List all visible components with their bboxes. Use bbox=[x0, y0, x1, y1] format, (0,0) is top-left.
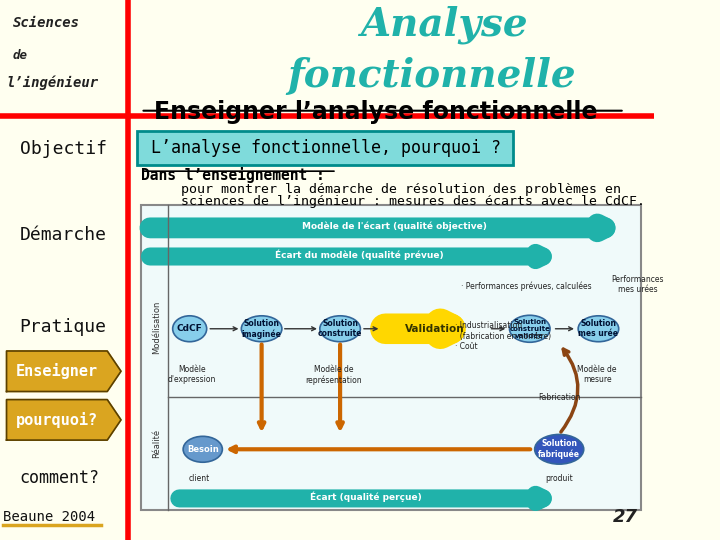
Polygon shape bbox=[6, 400, 121, 440]
Ellipse shape bbox=[241, 316, 282, 342]
Text: · Performances prévues, calculées: · Performances prévues, calculées bbox=[461, 281, 592, 291]
Text: Pratique: Pratique bbox=[19, 318, 107, 336]
Text: · Industrialisation
  (fabrication en nombre)
· Coût: · Industrialisation (fabrication en nomb… bbox=[454, 321, 551, 352]
Ellipse shape bbox=[535, 434, 584, 464]
Text: L’analyse fonctionnelle, pourquoi ?: L’analyse fonctionnelle, pourquoi ? bbox=[150, 139, 500, 157]
Text: Réalité: Réalité bbox=[153, 429, 161, 458]
Text: Modèle
d'expression: Modèle d'expression bbox=[168, 365, 216, 384]
Text: client: client bbox=[189, 474, 210, 483]
Text: Objectif: Objectif bbox=[19, 139, 107, 158]
FancyArrowPatch shape bbox=[491, 327, 504, 330]
FancyArrowPatch shape bbox=[364, 327, 377, 330]
Ellipse shape bbox=[173, 316, 207, 342]
Text: Démarche: Démarche bbox=[19, 226, 107, 244]
Text: Écart (qualité perçue): Écart (qualité perçue) bbox=[310, 491, 422, 502]
Text: pourquoi?: pourquoi? bbox=[16, 412, 98, 428]
FancyBboxPatch shape bbox=[138, 131, 513, 165]
Text: Modèle de
mesure: Modèle de mesure bbox=[577, 365, 617, 384]
Text: Modélisation: Modélisation bbox=[153, 301, 161, 354]
Text: Solution
construite
validée: Solution construite validée bbox=[509, 319, 550, 339]
Text: Écart du modèle (qualité prévue): Écart du modèle (qualité prévue) bbox=[276, 249, 444, 260]
FancyArrowPatch shape bbox=[284, 327, 315, 330]
Polygon shape bbox=[6, 351, 121, 392]
Text: sciences de l’ingénieur : mesures des écarts avec le CdCF.: sciences de l’ingénieur : mesures des éc… bbox=[140, 195, 644, 208]
Ellipse shape bbox=[320, 316, 361, 342]
Text: Solution
construite: Solution construite bbox=[318, 319, 362, 339]
FancyBboxPatch shape bbox=[140, 205, 641, 510]
Text: pour montrer la démarche de résolution des problèmes en: pour montrer la démarche de résolution d… bbox=[140, 183, 621, 195]
Text: Beaune 2004: Beaune 2004 bbox=[4, 510, 95, 524]
Text: Solution
imaginée: Solution imaginée bbox=[242, 319, 282, 339]
Text: Dans l’enseignement :: Dans l’enseignement : bbox=[140, 167, 325, 184]
FancyArrowPatch shape bbox=[150, 224, 605, 232]
Text: Solution
mes urée: Solution mes urée bbox=[578, 319, 618, 339]
Text: Performances
mes urées: Performances mes urées bbox=[611, 275, 664, 294]
Text: produit: produit bbox=[545, 474, 573, 483]
Text: Modèle de
représentation: Modèle de représentation bbox=[305, 364, 362, 384]
Text: Sciences: Sciences bbox=[13, 16, 80, 30]
Text: l’ingénieur: l’ingénieur bbox=[6, 76, 99, 90]
FancyArrowPatch shape bbox=[230, 447, 530, 452]
Text: Enseigner: Enseigner bbox=[16, 363, 98, 379]
Ellipse shape bbox=[578, 316, 618, 342]
Text: Validation: Validation bbox=[405, 324, 464, 334]
FancyArrowPatch shape bbox=[210, 327, 237, 330]
Text: fonctionnelle: fonctionnelle bbox=[288, 57, 577, 94]
FancyArrowPatch shape bbox=[385, 324, 450, 334]
Text: 27: 27 bbox=[613, 509, 638, 526]
Text: de: de bbox=[13, 49, 28, 62]
Text: CdCF: CdCF bbox=[177, 324, 202, 333]
FancyArrowPatch shape bbox=[561, 349, 578, 432]
Text: Solution
fabriquée: Solution fabriquée bbox=[538, 439, 580, 460]
FancyArrowPatch shape bbox=[150, 253, 543, 260]
Text: Besoin: Besoin bbox=[187, 445, 219, 454]
Text: Enseigner l’analyse fonctionnelle: Enseigner l’analyse fonctionnelle bbox=[154, 100, 598, 124]
Text: comment?: comment? bbox=[19, 469, 99, 487]
Text: Analyse: Analyse bbox=[360, 5, 527, 44]
FancyArrowPatch shape bbox=[179, 495, 543, 502]
FancyArrowPatch shape bbox=[258, 345, 264, 428]
Text: Modèle de l'écart (qualité objective): Modèle de l'écart (qualité objective) bbox=[302, 221, 487, 231]
FancyArrowPatch shape bbox=[337, 345, 343, 428]
Ellipse shape bbox=[183, 436, 222, 462]
Text: Fabrication: Fabrication bbox=[538, 393, 580, 402]
FancyArrowPatch shape bbox=[555, 327, 572, 330]
Ellipse shape bbox=[510, 315, 550, 342]
